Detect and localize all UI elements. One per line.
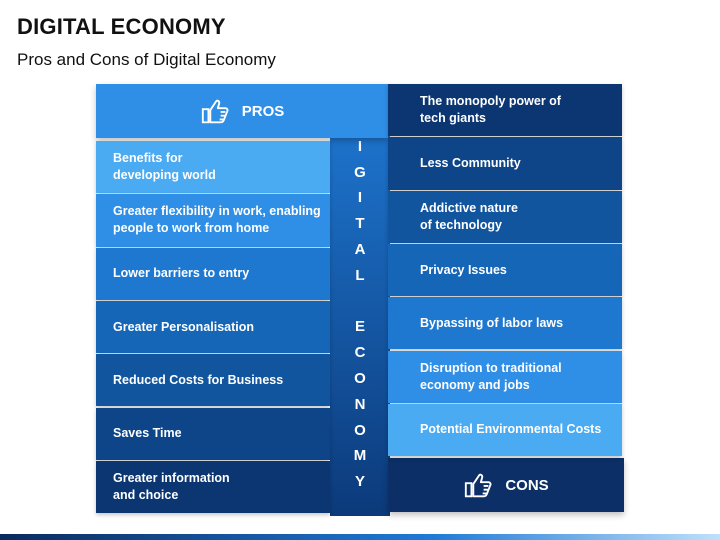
cons-item-label: Privacy Issues bbox=[420, 262, 507, 277]
center-spine bbox=[330, 84, 390, 516]
cons-item-label: Disruption to traditional economy and jo… bbox=[420, 360, 562, 392]
page-subtitle: Pros and Cons of Digital Economy bbox=[17, 50, 276, 69]
pros-item: Benefits for developing world bbox=[96, 141, 330, 194]
cons-item-label: Bypassing of labor laws bbox=[420, 315, 564, 330]
pros-item-label: Greater information and choice bbox=[113, 470, 230, 502]
spine-letter: M bbox=[353, 447, 367, 465]
spine-letter: N bbox=[354, 395, 366, 413]
thumbs-up-icon bbox=[201, 99, 229, 124]
spine-letter: G bbox=[354, 163, 366, 181]
pros-item-label: Benefits for developing world bbox=[113, 151, 216, 183]
cons-item-label: The monopoly power of tech giants bbox=[420, 94, 561, 126]
spine-letter: C bbox=[354, 344, 366, 362]
pros-item: Reduced Costs for Business bbox=[96, 354, 330, 407]
spine-letter: O bbox=[354, 421, 366, 439]
cons-label: CONS bbox=[505, 476, 549, 494]
pros-label: PROS bbox=[241, 102, 285, 120]
cons-item: Less Community bbox=[388, 137, 622, 190]
pros-item: Greater information and choice bbox=[96, 460, 330, 514]
pros-item-label: Lower barriers to entry bbox=[113, 266, 250, 281]
cons-item: Bypassing of labor laws bbox=[388, 297, 622, 350]
footer-accent-bar bbox=[0, 534, 720, 540]
pros-item-label: Reduced Costs for Business bbox=[113, 372, 284, 387]
cons-item-label: Less Community bbox=[420, 155, 521, 170]
pros-item: Greater flexibility in work, enabling pe… bbox=[96, 194, 330, 247]
pros-item: Lower barriers to entry bbox=[96, 247, 330, 300]
spine-letter: I bbox=[357, 137, 363, 155]
spine-letter: T bbox=[355, 215, 365, 233]
pros-header: PROS bbox=[96, 84, 388, 138]
cons-item: Privacy Issues bbox=[388, 243, 622, 297]
pros-item-label: Saves Time bbox=[113, 426, 182, 441]
spine-letter: Y bbox=[354, 473, 365, 491]
spine-letter: A bbox=[354, 240, 366, 258]
pros-item-label: Greater flexibility in work, enabling pe… bbox=[113, 204, 321, 236]
cons-item-label: Potential Environmental Costs bbox=[420, 422, 602, 437]
thumbs-up-icon bbox=[465, 473, 492, 498]
page-title: DIGITAL ECONOMY bbox=[17, 14, 226, 39]
cons-item: Addictive nature of technology bbox=[388, 190, 622, 243]
pros-item: Saves Time bbox=[96, 407, 330, 460]
spine-letter: O bbox=[354, 369, 366, 387]
cons-item: Disruption to traditional economy and jo… bbox=[388, 350, 622, 403]
cons-item-label: Addictive nature of technology bbox=[420, 200, 518, 232]
pros-item: Greater Personalisation bbox=[96, 300, 330, 354]
spine-letter: L bbox=[355, 266, 365, 284]
spine-letter: I bbox=[357, 189, 363, 207]
cons-item: Potential Environmental Costs bbox=[388, 403, 622, 457]
cons-item: The monopoly power of tech giants bbox=[388, 84, 622, 137]
pros-item-label: Greater Personalisation bbox=[113, 319, 255, 334]
spine-letter: E bbox=[354, 318, 365, 336]
cons-header: CONS bbox=[388, 458, 624, 512]
